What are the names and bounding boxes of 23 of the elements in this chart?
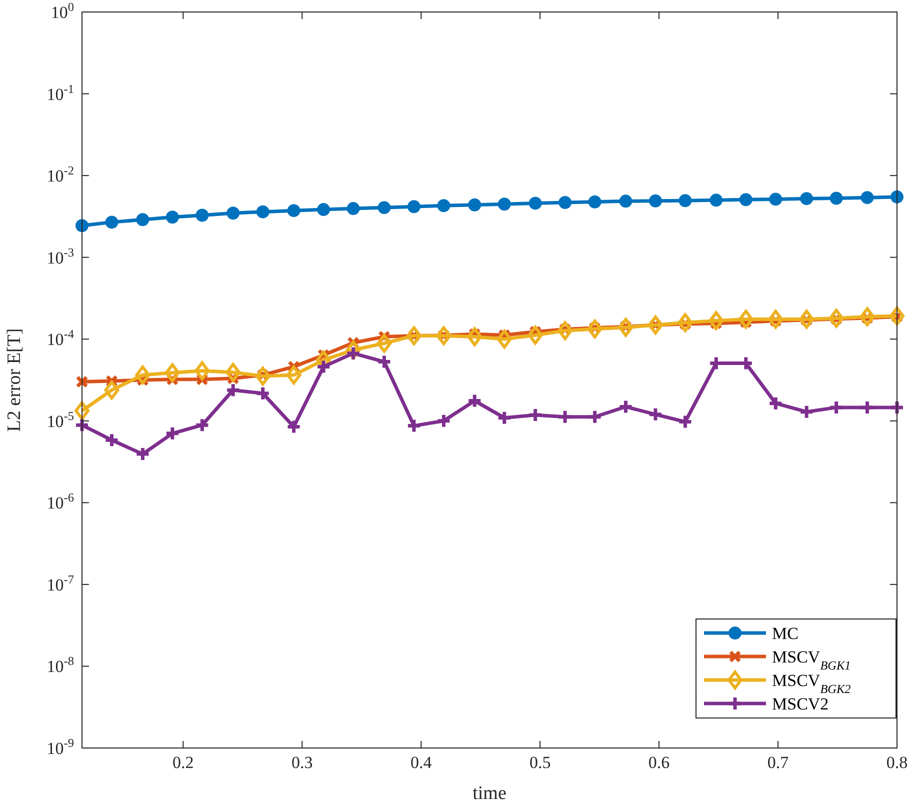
y-tick-label: 10$^{-6}$ — [46, 490, 74, 513]
x-tick-label: 0.7 — [767, 753, 790, 772]
y-tick-label: 10$^{-2}$ — [46, 164, 74, 186]
y-tick-label: 10$^{-5}$ — [46, 408, 74, 431]
x-tick-label: 0.8 — [886, 753, 908, 772]
y-tick-label: 10$^{-4}$ — [46, 327, 74, 350]
x-tick-label: 0.3 — [291, 753, 313, 772]
x-axis-title: time — [472, 783, 506, 804]
legend-label: MSCV$_{BGK1}$ — [772, 648, 851, 672]
y-tick-label: 10$^{-9}$ — [46, 736, 74, 758]
y-axis-title: L2 error E[T] — [4, 328, 25, 432]
legend-label: MSCV$_{BGK2}$ — [772, 671, 851, 696]
legend-label: MC — [772, 624, 798, 643]
y-tick-label: 10$^{-8}$ — [46, 654, 74, 676]
legend-label: MSCV2 — [772, 694, 829, 714]
y-tick-label: 10$^{0}$ — [50, 0, 74, 22]
y-tick-label: 10$^{-7}$ — [46, 572, 74, 594]
x-tick-label: 0.2 — [172, 753, 194, 772]
x-tick-label: 0.6 — [648, 753, 670, 772]
x-tick-label: 0.4 — [410, 753, 432, 772]
y-tick-label: 10$^{-1}$ — [46, 82, 74, 104]
y-tick-label: 10$^{-3}$ — [46, 245, 74, 268]
x-tick-label: 0.5 — [529, 753, 551, 772]
